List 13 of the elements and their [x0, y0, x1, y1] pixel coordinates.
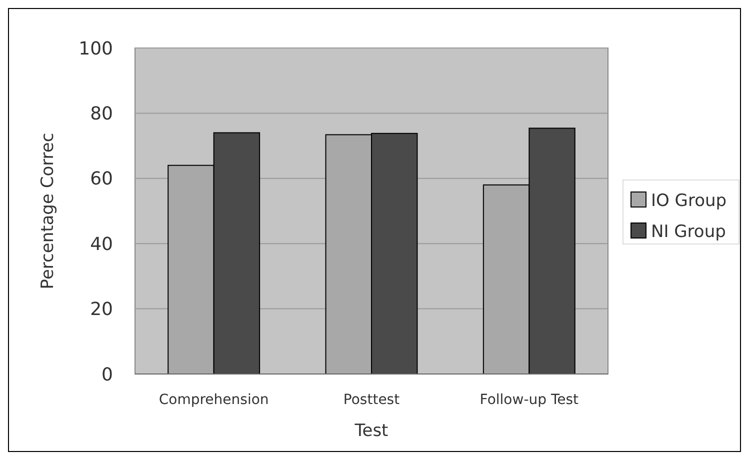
- x-tick-label: Follow-up Test: [480, 392, 580, 408]
- x-axis-title: Test: [354, 421, 389, 441]
- y-tick-label: 80: [90, 104, 113, 124]
- y-tick-label: 60: [90, 168, 113, 190]
- x-tick-label: Comprehension: [158, 392, 269, 408]
- legend-label: IO Group: [651, 190, 727, 211]
- y-tick-label: 0: [102, 364, 113, 386]
- x-tick-label: Posttest: [343, 392, 400, 408]
- y-axis-title: Percentage Correc: [38, 132, 58, 290]
- y-tick-label: 20: [90, 299, 113, 320]
- legend-label: NI Group: [651, 222, 726, 242]
- y-tick-label: 40: [90, 234, 113, 255]
- y-tick-label: 100: [78, 38, 113, 60]
